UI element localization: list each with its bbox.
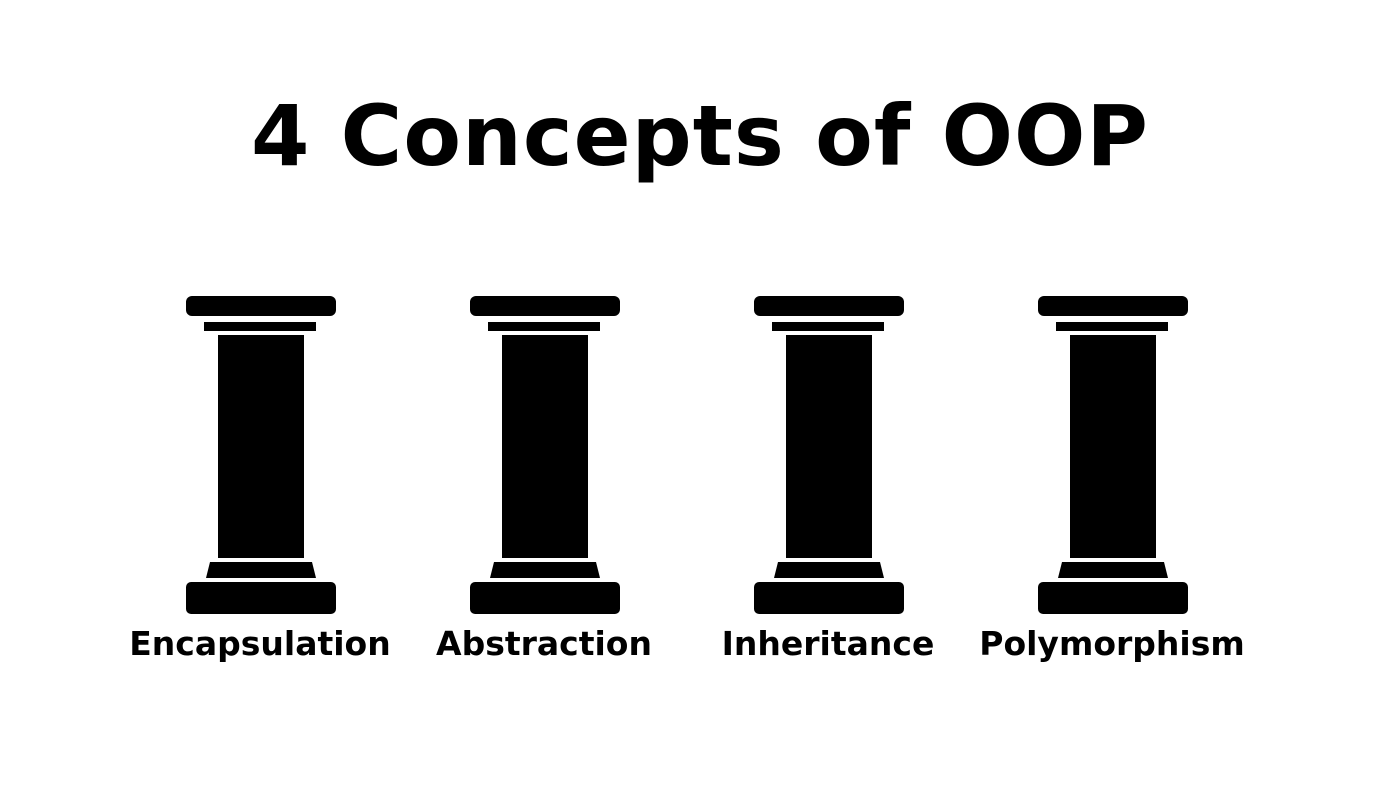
- pillar-icon: [754, 296, 904, 614]
- pillar-icon: [1038, 296, 1188, 614]
- concept-label: Encapsulation: [129, 624, 391, 663]
- concept-label: Inheritance: [721, 624, 935, 663]
- pillar-icon: [186, 296, 336, 614]
- concept-abstraction: Abstraction: [394, 296, 694, 676]
- concept-encapsulation: Encapsulation: [110, 296, 410, 676]
- concept-inheritance: Inheritance: [678, 296, 978, 676]
- page-title: 4 Concepts of OOP: [250, 87, 1149, 185]
- concept-label: Abstraction: [436, 624, 652, 663]
- pillar-icon: [470, 296, 620, 614]
- concept-polymorphism: Polymorphism: [962, 296, 1262, 676]
- concept-label: Polymorphism: [979, 624, 1245, 663]
